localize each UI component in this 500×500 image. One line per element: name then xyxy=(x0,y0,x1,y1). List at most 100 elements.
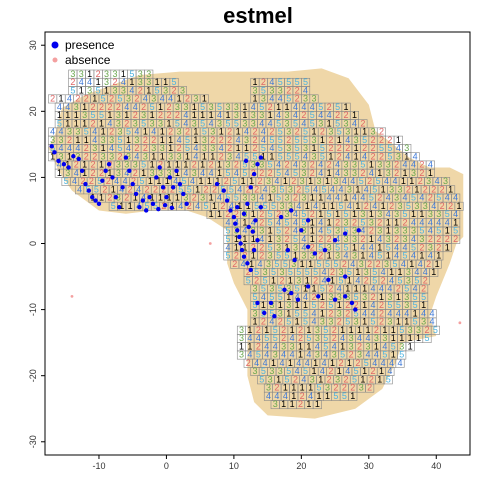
grid-cell-value: 5 xyxy=(310,118,315,128)
grid-cell-value: 3 xyxy=(360,209,365,219)
grid-cell-value: 3 xyxy=(357,350,362,360)
presence-point xyxy=(93,198,98,203)
y-tick-label: 20 xyxy=(28,106,38,116)
grid-cell-value: 2 xyxy=(285,160,290,170)
grid-cell-value: 1 xyxy=(158,102,163,112)
grid-cell-value: 2 xyxy=(419,160,424,170)
grid-cell-value: 3 xyxy=(175,102,180,112)
grid-cell-value: 2 xyxy=(360,234,365,244)
y-tick-label: -10 xyxy=(28,303,38,316)
presence-point xyxy=(305,244,311,250)
presence-point xyxy=(289,208,294,213)
grid-cell-value: 3 xyxy=(325,383,330,393)
grid-cell-value: 2 xyxy=(99,102,104,112)
grid-cell-value: 3 xyxy=(310,251,315,261)
presence-point xyxy=(235,228,240,233)
grid-cell-value: 5 xyxy=(97,176,102,186)
grid-cell-value: 1 xyxy=(268,110,273,120)
grid-cell-value: 4 xyxy=(403,193,408,203)
grid-cell-value: 1 xyxy=(377,374,382,384)
grid-cell-value: 5 xyxy=(187,184,192,194)
grid-cell-value: 4 xyxy=(133,102,138,112)
grid-cell-value: 5 xyxy=(414,275,419,285)
grid-cell-value: 1 xyxy=(344,102,349,112)
grid-cell-value: 4 xyxy=(342,176,347,186)
grid-cell-value: 1 xyxy=(160,127,165,137)
grid-cell-value: 5 xyxy=(295,151,300,161)
grid-cell-value: 4 xyxy=(67,94,72,104)
grid-cell-value: 5 xyxy=(301,217,306,227)
grid-cell-value: 3 xyxy=(371,127,376,137)
grid-cell-value: 4 xyxy=(195,201,200,211)
grid-cell-value: 5 xyxy=(286,151,291,161)
grid-cell-value: 3 xyxy=(333,176,338,186)
grid-cell-value: 4 xyxy=(217,110,222,120)
presence-point xyxy=(96,201,102,207)
grid-cell-value: 4 xyxy=(389,358,394,368)
grid-cell-value: 5 xyxy=(200,118,205,128)
grid-cell-value: 5 xyxy=(399,325,404,335)
grid-cell-value: 3 xyxy=(193,94,198,104)
grid-cell-value: 4 xyxy=(398,358,403,368)
presence-point xyxy=(238,241,243,246)
grid-cell-value: 3 xyxy=(183,193,188,203)
grid-cell-value: 5 xyxy=(283,259,288,269)
grid-cell-value: 5 xyxy=(271,201,276,211)
grid-cell-value: 5 xyxy=(153,201,158,211)
grid-cell-value: 4 xyxy=(79,77,84,87)
grid-cell-value: 2 xyxy=(141,102,146,112)
grid-cell-value: 3 xyxy=(296,275,301,285)
grid-cell-value: 3 xyxy=(386,234,391,244)
grid-cell-value: 1 xyxy=(293,251,298,261)
grid-cell-value: 5 xyxy=(335,118,340,128)
grid-cell-value: 1 xyxy=(252,317,257,327)
grid-cell-value: 1 xyxy=(347,358,352,368)
grid-cell-value: 3 xyxy=(301,226,306,236)
grid-cell-value: 1 xyxy=(344,193,349,203)
grid-cell-value: 4 xyxy=(92,135,97,145)
grid-cell-value: 2 xyxy=(259,209,264,219)
grid-cell-value: 4 xyxy=(430,308,435,318)
grid-cell-value: 4 xyxy=(209,168,214,178)
grid-cell-value: 2 xyxy=(204,184,209,194)
grid-cell-value: 3 xyxy=(278,308,283,318)
grid-cell-value: 5 xyxy=(268,160,273,170)
grid-cell-value: 2 xyxy=(166,102,171,112)
grid-cell-value: 1 xyxy=(288,275,293,285)
grid-cell-value: 5 xyxy=(278,284,283,294)
grid-cell-value: 5 xyxy=(252,292,257,302)
grid-cell-value: 5 xyxy=(327,226,332,236)
grid-cell-value: 3 xyxy=(311,151,316,161)
grid-cell-value: 1 xyxy=(374,341,379,351)
grid-cell-value: 2 xyxy=(112,77,117,87)
grid-cell-value: 2 xyxy=(335,217,340,227)
grid-cell-value: 3 xyxy=(273,399,278,409)
x-tick-label: 20 xyxy=(296,461,306,471)
grid-cell-value: 4 xyxy=(344,251,349,261)
grid-cell-value: 4 xyxy=(396,308,401,318)
grid-cell-value: 1 xyxy=(193,127,198,137)
grid-cell-value: 1 xyxy=(310,234,315,244)
presence-point xyxy=(71,154,76,159)
grid-cell-value: 2 xyxy=(406,184,411,194)
grid-cell-value: 5 xyxy=(369,193,374,203)
grid-cell-value: 1 xyxy=(261,300,266,310)
presence-point xyxy=(157,165,162,170)
grid-cell-value: 4 xyxy=(263,184,268,194)
grid-cell-value: 1 xyxy=(104,85,109,95)
grid-cell-value: 5 xyxy=(318,102,323,112)
grid-cell-value: 3 xyxy=(421,317,426,327)
grid-cell-value: 2 xyxy=(278,317,283,327)
grid-cell-value: 4 xyxy=(327,110,332,120)
grid-cell-value: 4 xyxy=(387,308,392,318)
grid-cell-value: 5 xyxy=(276,226,281,236)
grid-cell-value: 2 xyxy=(177,143,182,153)
grid-cell-value: 1 xyxy=(328,151,333,161)
grid-cell-value: 1 xyxy=(355,201,360,211)
grid-cell-value: 3 xyxy=(202,143,207,153)
grid-cell-value: 2 xyxy=(133,168,138,178)
grid-cell-value: 5 xyxy=(293,234,298,244)
grid-cell-value: 1 xyxy=(318,374,323,384)
grid-cell-value: 4 xyxy=(301,242,306,252)
grid-cell-value: 4 xyxy=(313,184,318,194)
